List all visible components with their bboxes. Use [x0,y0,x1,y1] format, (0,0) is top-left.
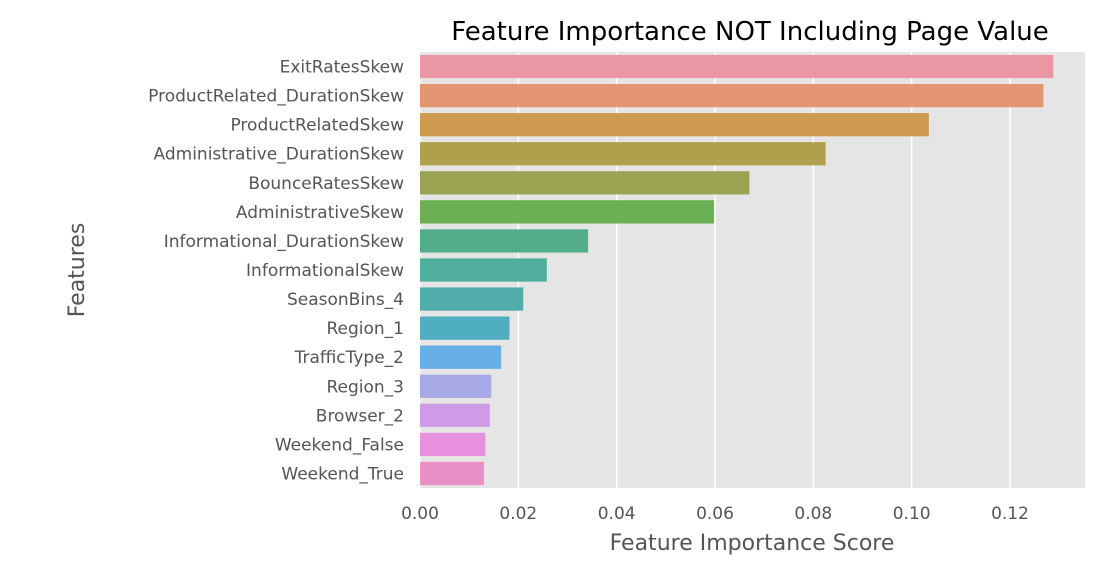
y-tick-label: ProductRelated_DurationSkew [148,87,404,107]
bar [420,461,484,486]
bar [420,142,826,166]
x-axis-label: Feature Importance Score [610,531,895,556]
x-tick-label: 0.08 [794,504,832,524]
bar [420,229,589,253]
y-tick-label: Region_1 [326,319,404,339]
y-tick-label: ProductRelatedSkew [230,116,404,136]
bar [420,316,510,340]
bar [420,54,1054,79]
bar [420,83,1044,108]
y-tick-label: Administrative_DurationSkew [154,145,405,165]
y-tick-label: TrafficType_2 [294,348,404,368]
x-tick-label: 0.12 [991,504,1029,524]
y-tick-label: AdministrativeSkew [236,203,404,223]
y-tick-label: Weekend_True [281,464,404,484]
bar [420,403,490,427]
x-tick-label: 0.06 [696,504,734,524]
bar [420,287,524,311]
y-tick-label: Browser_2 [316,406,404,426]
y-tick-label: BounceRatesSkew [248,174,404,194]
bar [420,113,929,137]
x-tick-label: 0.10 [893,504,931,524]
y-tick-label: InformationalSkew [246,261,404,281]
bar [420,200,715,224]
x-tick-labels: 0.00 0.02 0.04 0.06 0.08 0.10 0.12 [401,504,1029,524]
x-tick-label: 0.00 [401,504,439,524]
y-tick-label: ExitRatesSkew [280,58,405,78]
y-axis-label: Features [65,223,90,318]
y-tick-labels: ExitRatesSkew ProductRelated_DurationSkew… [148,58,404,485]
bar [420,374,492,398]
y-tick-label: Region_3 [326,377,404,397]
y-tick-label: Informational_DurationSkew [164,232,404,252]
bar [420,345,502,369]
bar [420,258,547,282]
y-tick-label: Weekend_False [275,435,404,455]
y-tick-label: SeasonBins_4 [287,290,404,310]
x-tick-label: 0.04 [598,504,636,524]
x-tick-label: 0.02 [499,504,537,524]
chart-title: Feature Importance NOT Including Page Va… [451,17,1049,47]
bar [420,432,486,457]
bar [420,171,750,195]
bars-group [420,54,1054,486]
